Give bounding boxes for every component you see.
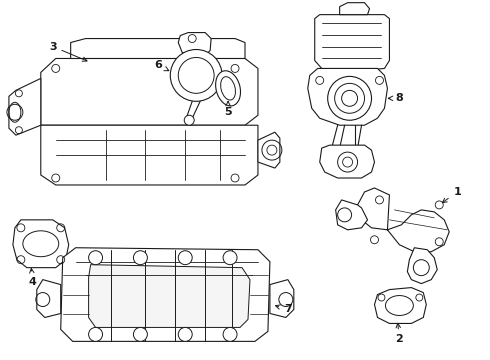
Circle shape <box>178 328 192 341</box>
Circle shape <box>89 251 102 265</box>
Polygon shape <box>258 132 280 168</box>
Polygon shape <box>41 125 258 185</box>
Polygon shape <box>9 78 41 135</box>
Polygon shape <box>358 188 449 252</box>
Polygon shape <box>374 288 426 323</box>
Text: 8: 8 <box>389 93 403 103</box>
Polygon shape <box>178 32 211 58</box>
Circle shape <box>178 251 192 265</box>
Text: 6: 6 <box>154 60 169 71</box>
Polygon shape <box>315 15 390 72</box>
Polygon shape <box>308 68 388 125</box>
Circle shape <box>133 251 147 265</box>
Polygon shape <box>41 58 258 125</box>
Polygon shape <box>37 280 61 318</box>
Circle shape <box>223 251 237 265</box>
Circle shape <box>89 328 102 341</box>
Text: 7: 7 <box>275 305 292 315</box>
Polygon shape <box>61 248 270 341</box>
Polygon shape <box>336 200 368 230</box>
Polygon shape <box>13 220 69 268</box>
Text: 3: 3 <box>49 41 87 61</box>
Circle shape <box>328 76 371 120</box>
Polygon shape <box>71 39 245 58</box>
Polygon shape <box>407 248 437 284</box>
Text: 5: 5 <box>224 101 232 117</box>
Circle shape <box>171 50 222 101</box>
Circle shape <box>184 115 194 125</box>
Ellipse shape <box>216 71 241 106</box>
Polygon shape <box>340 3 369 15</box>
Polygon shape <box>89 265 250 328</box>
Text: 4: 4 <box>29 269 37 287</box>
Circle shape <box>223 328 237 341</box>
Text: 2: 2 <box>395 323 403 345</box>
Polygon shape <box>270 280 294 318</box>
Circle shape <box>133 328 147 341</box>
Text: 1: 1 <box>442 187 461 203</box>
Polygon shape <box>319 145 374 178</box>
